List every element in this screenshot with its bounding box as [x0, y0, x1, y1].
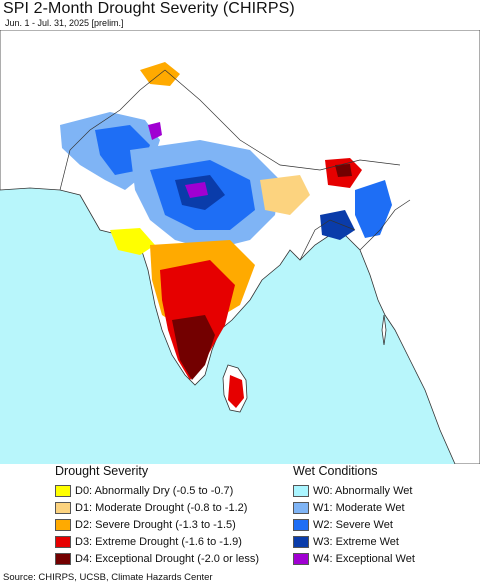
conditions — [60, 62, 392, 408]
region-d3-srilanka — [228, 375, 244, 408]
legend-swatch — [55, 518, 71, 531]
map-title: SPI 2-Month Drought Severity (CHIRPS) — [3, 0, 295, 17]
region-w4-central — [185, 182, 208, 198]
legend-swatch — [293, 518, 309, 531]
legend-item-d3: D3: Extreme Drought (-1.6 to -1.9) — [55, 534, 242, 549]
region-w2-northeast — [355, 180, 392, 238]
legend-swatch — [55, 484, 71, 497]
legend-swatch — [293, 552, 309, 565]
legend-swatch — [55, 535, 71, 548]
legend-swatch — [55, 552, 71, 565]
legend-item-w2: W2: Severe Wet — [293, 517, 393, 532]
region-w4-north — [148, 122, 162, 140]
legend: Drought Severity Wet Conditions D0: Abno… — [0, 462, 480, 570]
drought-legend-title: Drought Severity — [55, 464, 149, 478]
region-d1-east — [260, 175, 310, 215]
legend-swatch — [55, 501, 71, 514]
header: SPI 2-Month Drought Severity (CHIRPS) Ju… — [0, 0, 480, 30]
legend-item-w1: W1: Moderate Wet — [293, 500, 405, 515]
region-d4-northeast — [335, 164, 352, 177]
legend-item-d2: D2: Severe Drought (-1.3 to -1.5) — [55, 517, 236, 532]
legend-swatch — [293, 501, 309, 514]
drought-map — [0, 30, 480, 464]
legend-item-d4: D4: Exceptional Drought (-2.0 or less) — [55, 551, 259, 566]
legend-swatch — [293, 535, 309, 548]
andaman-islands — [381, 314, 387, 346]
legend-item-w0: W0: Abnormally Wet — [293, 483, 412, 498]
borders — [59, 69, 411, 261]
region-d4-south — [172, 315, 215, 380]
legend-item-w3: W3: Extreme Wet — [293, 534, 399, 549]
region-w3-bangladesh — [320, 210, 355, 240]
legend-item-d0: D0: Abnormally Dry (-0.5 to -0.7) — [55, 483, 233, 498]
wet-legend-title: Wet Conditions — [293, 464, 378, 478]
legend-swatch — [293, 484, 309, 497]
source-credit: Source: CHIRPS, UCSB, Climate Hazards Ce… — [3, 572, 213, 583]
legend-item-d1: D1: Moderate Drought (-0.8 to -1.2) — [55, 500, 247, 515]
legend-item-w4: W4: Exceptional Wet — [293, 551, 415, 566]
region-d0-west — [110, 228, 155, 255]
map-subtitle: Jun. 1 - Jul. 31, 2025 [prelim.] — [5, 18, 124, 28]
